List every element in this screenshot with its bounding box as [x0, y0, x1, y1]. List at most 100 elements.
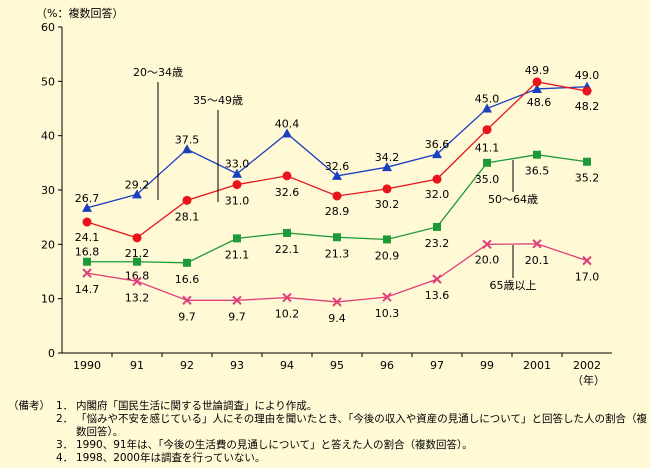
data-label: 36.6 — [425, 138, 450, 151]
data-point-triangle — [182, 144, 192, 154]
data-point-triangle — [132, 189, 142, 199]
data-point-square — [533, 150, 541, 159]
data-label: 21.3 — [325, 247, 350, 260]
data-point-triangle — [382, 162, 392, 172]
data-point-cross — [532, 239, 542, 249]
note-text: 内閣府「国民生活に関する世論調査」により作成。 — [76, 400, 318, 412]
series-name-label: 20～34歳 — [133, 66, 183, 79]
plot-area: 26.7 29.2 37.5 33.0 40.4 32.6 34.2 36.6 45.0 48.6… — [75, 64, 600, 325]
x-tick-label: 94 — [280, 359, 294, 372]
data-label: 35.2 — [575, 172, 600, 185]
note-2: 2． 「悩みや不安を感じている」人にその理由を聞いたとき、「今後の収入や資産の見… — [8, 413, 648, 439]
data-point-cross — [382, 292, 392, 302]
line-chart: （%：複数回答） （年） 0 10 20 30 40 50 60 1990 91 92 93 94 95… — [36, 6, 612, 387]
y-tick-label: 50 — [41, 75, 55, 88]
data-label: 32.6 — [325, 160, 350, 173]
data-point-square — [183, 258, 191, 267]
data-point-triangle — [232, 168, 242, 178]
note-4: 4． 1998、2000年は調査を行っていない。 — [8, 452, 648, 465]
data-label: 14.7 — [75, 283, 100, 296]
data-point-triangle — [532, 83, 542, 93]
x-unit-label: （年） — [572, 373, 605, 387]
notes-prefix: （備考） — [8, 400, 50, 412]
data-point-triangle — [482, 103, 492, 113]
data-label: 28.9 — [325, 205, 350, 218]
data-label: 9.7 — [228, 310, 246, 323]
data-label: 45.0 — [475, 93, 500, 106]
data-label: 21.1 — [225, 248, 250, 261]
x-tick-label: 92 — [180, 359, 194, 372]
note-text: 1998、2000年は調査を行っていない。 — [76, 452, 266, 464]
series-4: 14.7 13.2 9.7 9.7 10.2 9.4 10.3 13.6 20.0 20.1 17.… — [75, 239, 600, 325]
data-point-cross — [82, 268, 92, 278]
x-tick-label: 93 — [230, 359, 244, 372]
notes: （備考） 1． 内閣府「国民生活に関する世論調査」により作成。 2． 「悩みや不… — [8, 400, 648, 465]
note-number: 1． — [56, 400, 74, 412]
data-point-cross — [232, 295, 242, 306]
x-tick-label: 2001 — [523, 359, 551, 372]
data-point-square — [433, 222, 441, 231]
y-tick-label: 60 — [41, 21, 55, 34]
data-label: 40.4 — [275, 117, 300, 130]
data-point-circle — [332, 191, 342, 201]
data-point-circle — [382, 184, 392, 194]
data-point-square — [133, 257, 141, 266]
data-point-square — [83, 257, 91, 266]
x-tick-label: 95 — [330, 359, 344, 372]
data-label: 16.8 — [75, 246, 100, 259]
data-label: 10.2 — [275, 308, 300, 321]
data-point-circle — [282, 171, 292, 181]
data-point-triangle — [82, 202, 92, 212]
data-point-cross — [482, 239, 492, 250]
data-point-cross — [182, 295, 192, 306]
data-label: 20.1 — [525, 254, 550, 267]
data-label: 24.1 — [75, 231, 100, 244]
data-point-triangle — [432, 149, 442, 159]
x-tick-label: 1990 — [73, 359, 101, 372]
note-1: （備考） 1． 内閣府「国民生活に関する世論調査」により作成。 — [8, 400, 648, 413]
data-point-circle — [232, 180, 242, 190]
data-point-circle — [132, 233, 142, 243]
series-3: 16.8 16.8 16.6 21.1 22.1 21.3 20.9 23.2 35.0 36.5… — [75, 150, 600, 286]
data-label: 9.7 — [178, 310, 196, 323]
data-label: 37.5 — [175, 133, 200, 146]
series-name-label: 35～49歳 — [193, 94, 243, 107]
y-tick-label: 0 — [48, 347, 55, 360]
data-label: 30.2 — [375, 198, 400, 211]
data-point-circle — [82, 217, 92, 227]
note-text: 「悩みや不安を感じている」人にその理由を聞いたとき、「今後の収入や資産の見通しに… — [76, 413, 647, 438]
data-label: 49.0 — [575, 69, 600, 82]
data-point-square — [383, 235, 391, 244]
data-point-cross — [282, 292, 292, 303]
data-label: 21.2 — [125, 247, 150, 260]
data-label: 17.0 — [575, 271, 600, 284]
series-2: 24.1 21.2 28.1 31.0 32.6 28.9 30.2 32.0 41.1 49.9… — [75, 64, 600, 260]
x-tick-label: 91 — [130, 359, 144, 372]
x-tick-label: 2002 — [573, 359, 601, 372]
data-label: 31.0 — [225, 195, 250, 208]
data-label: 41.1 — [475, 142, 500, 155]
data-point-circle — [432, 174, 442, 184]
data-point-circle — [582, 86, 592, 96]
data-label: 9.4 — [328, 312, 346, 325]
data-label: 32.6 — [275, 186, 300, 199]
series-name-label: 50～64歳 — [488, 193, 538, 206]
data-label: 13.2 — [125, 291, 150, 304]
note-3: 3． 1990、91年は、「今後の生活費の見通しについて」と答えた人の割合（複数… — [8, 439, 648, 452]
data-point-cross — [332, 297, 342, 307]
data-point-cross — [132, 276, 142, 286]
data-label: 16.6 — [175, 273, 200, 286]
data-label: 36.5 — [525, 165, 550, 178]
data-label: 35.0 — [475, 173, 500, 186]
note-text: 1990、91年は、「今後の生活費の見通しについて」と答えた人の割合（複数回答）… — [76, 439, 473, 451]
note-number: 3． — [56, 439, 74, 451]
data-point-square — [483, 158, 491, 167]
data-label: 26.7 — [75, 192, 100, 205]
series-name-label: 65歳以上 — [490, 279, 537, 292]
y-tick-label: 30 — [41, 184, 55, 197]
data-label: 29.2 — [125, 178, 150, 191]
x-tick-label: 99 — [480, 359, 494, 372]
y-tick-label: 20 — [41, 238, 55, 251]
data-label: 10.3 — [375, 307, 400, 320]
data-label: 48.2 — [575, 100, 600, 113]
